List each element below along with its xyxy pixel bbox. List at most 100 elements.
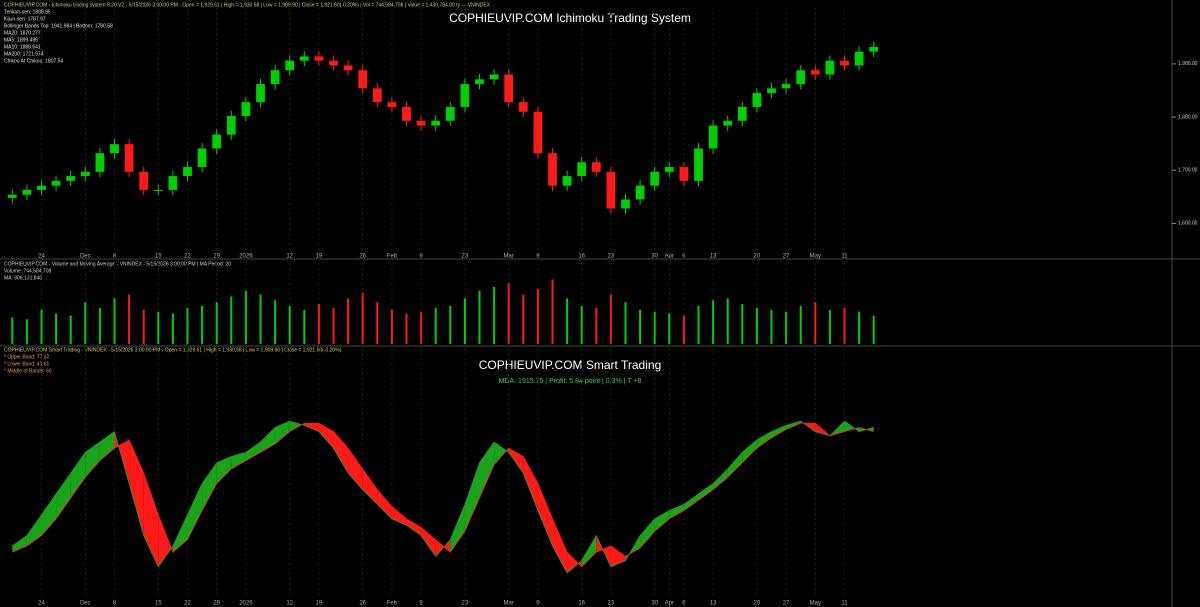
volume-bar bbox=[259, 294, 262, 344]
ribbon-segment bbox=[421, 527, 436, 557]
legend-line: Chikou At Chikou: 1807.54 bbox=[4, 58, 63, 64]
candle-body bbox=[387, 102, 397, 107]
candle-body bbox=[708, 125, 718, 149]
candle-body bbox=[475, 79, 484, 85]
x-tick-label: 12 bbox=[286, 254, 293, 260]
volume-bar bbox=[653, 311, 656, 344]
x-tick-label: Feb bbox=[387, 601, 398, 607]
ribbon-segment bbox=[70, 452, 86, 499]
ribbon-segment bbox=[450, 504, 465, 553]
ribbon-segment bbox=[654, 510, 670, 532]
x-tick-label: 29 bbox=[213, 601, 220, 607]
ribbon-segment bbox=[362, 469, 378, 505]
candle-body bbox=[197, 148, 207, 168]
volume-bar bbox=[551, 279, 554, 344]
candle-body bbox=[256, 84, 265, 103]
volume-bar bbox=[128, 294, 131, 344]
ribbon-segment bbox=[231, 452, 246, 470]
ribbon-segment bbox=[245, 442, 261, 461]
ribbon-segment bbox=[786, 421, 801, 430]
candle-body bbox=[533, 111, 543, 154]
ribbon-segment bbox=[581, 535, 597, 567]
candle-body bbox=[664, 167, 674, 172]
candle-body bbox=[445, 106, 455, 121]
ribbon-segment bbox=[85, 442, 100, 478]
volume-bar bbox=[69, 315, 72, 344]
x-tick-label: 6 bbox=[682, 601, 686, 607]
x-tick-label: 8 bbox=[113, 254, 117, 260]
x-tick-label: 9 bbox=[536, 254, 540, 260]
volume-bar bbox=[741, 304, 744, 344]
volume-bar bbox=[639, 309, 642, 344]
volume-bar bbox=[682, 315, 685, 344]
x-tick-label: 12 bbox=[286, 601, 293, 607]
ribbon-segment bbox=[523, 456, 538, 511]
x-tick-label: 9 bbox=[419, 254, 423, 260]
x-tick-label: 19 bbox=[316, 254, 323, 260]
volume-bar bbox=[536, 288, 539, 344]
legend-line: * Lower Band: 41.61 bbox=[4, 361, 50, 367]
candle-body bbox=[577, 162, 587, 177]
candle-body bbox=[694, 148, 703, 181]
ribbon-segment bbox=[610, 546, 626, 567]
x-tick-label: 16 bbox=[578, 601, 585, 607]
candle-body bbox=[635, 185, 645, 200]
ribbon-segment bbox=[508, 448, 524, 474]
x-tick-label: 2026 bbox=[239, 254, 253, 260]
x-tick-label: 6 bbox=[682, 254, 686, 260]
ribbon-segment bbox=[172, 514, 188, 553]
volume-bar bbox=[449, 306, 452, 344]
ribbon-segment bbox=[289, 421, 305, 432]
volume-bar bbox=[814, 302, 817, 344]
candle-body bbox=[752, 93, 762, 107]
ribbon-segment bbox=[260, 427, 276, 453]
volume-bar bbox=[40, 309, 43, 344]
ribbon-segment bbox=[318, 423, 334, 449]
volume-bar bbox=[98, 307, 101, 344]
volume-bar bbox=[317, 304, 320, 344]
ribbon-segment bbox=[494, 442, 509, 465]
volume-bar bbox=[566, 298, 569, 344]
volume-bar bbox=[872, 315, 875, 344]
volume-bar bbox=[712, 300, 715, 344]
x-tick-label: 27 bbox=[783, 254, 790, 260]
ribbon-segment bbox=[187, 483, 203, 540]
x-tick-label: 23 bbox=[608, 254, 615, 260]
volume-bar bbox=[624, 302, 627, 344]
volume-bar bbox=[274, 300, 277, 344]
x-tick-label: 2026 bbox=[239, 601, 253, 607]
volume-bar bbox=[420, 311, 423, 344]
candle-body bbox=[285, 60, 295, 71]
x-tick-label: Mar bbox=[504, 254, 514, 260]
candle-body bbox=[95, 153, 105, 172]
candle-body bbox=[767, 88, 776, 94]
x-tick-label: 23 bbox=[462, 254, 469, 260]
candle-body bbox=[153, 189, 163, 191]
volume-bar bbox=[361, 292, 364, 344]
x-tick-label: 24 bbox=[38, 601, 45, 607]
ribbon-segment bbox=[129, 439, 144, 536]
x-tick-label: May bbox=[810, 254, 821, 260]
legend-line: * Middle of Bands: 60 bbox=[4, 368, 52, 374]
legend-line: Bollinger Bands Top: 1941.984 | Bottom: … bbox=[4, 23, 113, 29]
candle-body bbox=[402, 106, 411, 121]
x-tick-label: 23 bbox=[608, 601, 615, 607]
chart-title: COPHIEUVIP.COM Smart Trading bbox=[479, 358, 662, 372]
ribbon-segment bbox=[26, 514, 42, 546]
x-tick-label: 30 bbox=[651, 254, 658, 260]
x-tick-label: 16 bbox=[578, 254, 585, 260]
volume-bar bbox=[25, 319, 28, 344]
x-tick-label: 26 bbox=[359, 254, 366, 260]
candle-body bbox=[7, 194, 17, 198]
legend-line: Tenkan-sen: 1888.95 bbox=[4, 9, 51, 15]
x-tick-label: Feb bbox=[387, 254, 398, 260]
candle-body bbox=[606, 171, 616, 209]
ribbon-segment bbox=[669, 504, 684, 519]
volume-bar bbox=[171, 313, 174, 344]
candle-body bbox=[37, 185, 46, 190]
ribbon-segment bbox=[406, 518, 422, 536]
volume-bar bbox=[478, 290, 481, 344]
candle-body bbox=[621, 199, 630, 209]
volume-bar bbox=[201, 306, 204, 344]
